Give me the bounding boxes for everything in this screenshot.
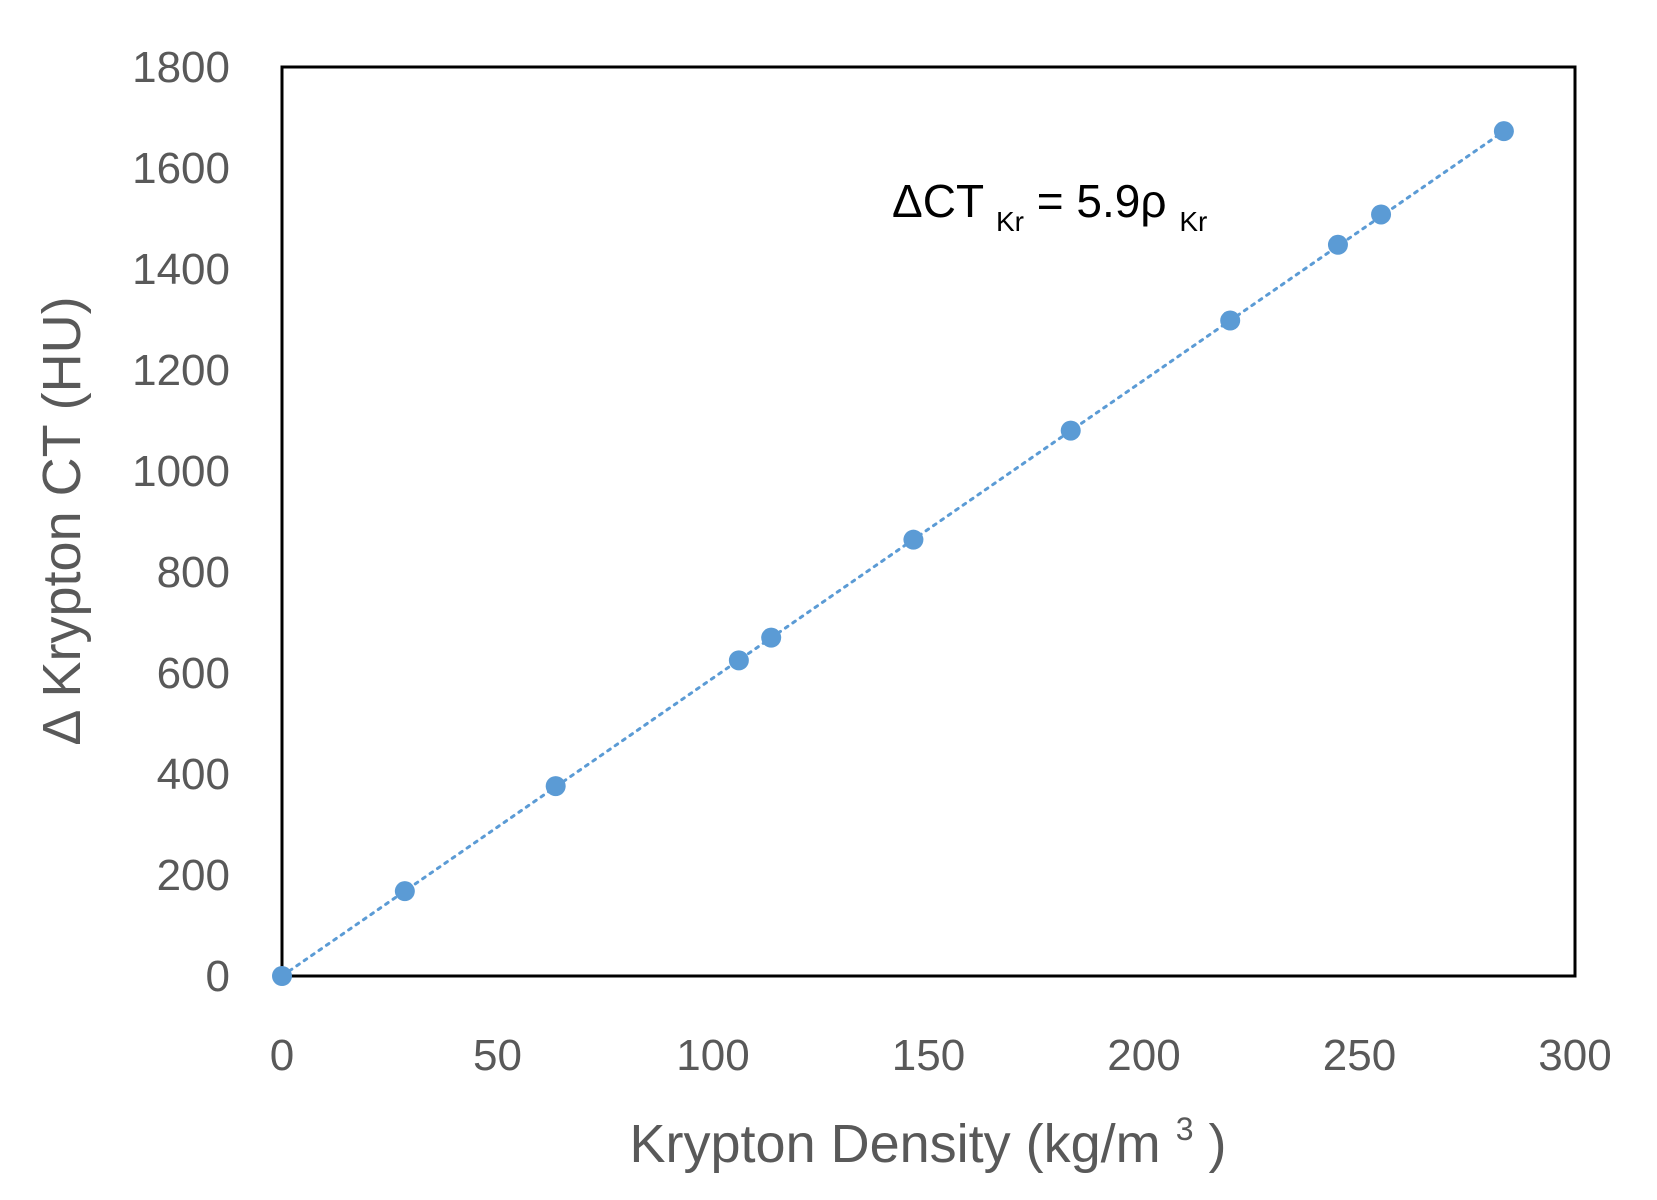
- eq-part1: ΔCT: [892, 175, 984, 227]
- y-tick-label: 1000: [132, 447, 230, 496]
- data-point: [903, 529, 924, 550]
- trendline-equation: ΔCT Kr = 5.9ρ Kr: [892, 175, 1207, 241]
- data-point: [1060, 420, 1081, 441]
- x-tick-label: 150: [892, 1031, 965, 1080]
- x-axis-title-end: ): [1209, 1114, 1227, 1174]
- data-points: [272, 121, 1514, 986]
- y-tick-label: 1400: [132, 245, 230, 294]
- x-tick-label: 0: [270, 1031, 294, 1080]
- x-axis-tick-labels: 0 50 100 150 200 250 300: [270, 1031, 1612, 1080]
- y-tick-label: 0: [206, 952, 230, 1001]
- x-tick-label: 50: [473, 1031, 522, 1080]
- x-axis-title-sup: 3: [1176, 1111, 1194, 1147]
- data-point: [1220, 310, 1241, 331]
- x-tick-label: 300: [1538, 1031, 1611, 1080]
- data-point: [761, 627, 782, 648]
- x-axis-title: Krypton Density (kg/m 3 ): [630, 1092, 1227, 1174]
- data-point: [272, 966, 292, 986]
- y-tick-label: 800: [157, 548, 230, 597]
- y-axis-title: Δ Krypton CT (HU): [32, 296, 92, 745]
- data-point: [728, 650, 749, 671]
- y-tick-label: 400: [157, 750, 230, 799]
- eq-sub2: Kr: [1179, 206, 1207, 237]
- x-tick-label: 200: [1107, 1031, 1180, 1080]
- y-tick-label: 1200: [132, 346, 230, 395]
- eq-part2: = 5.9ρ: [1037, 175, 1167, 227]
- data-point: [1371, 204, 1392, 225]
- data-point: [545, 776, 566, 797]
- y-axis-tick-labels: 0 200 400 600 800 1000 1200 1400 1600 1800: [132, 43, 230, 1001]
- data-point: [394, 881, 415, 902]
- y-tick-label: 200: [157, 851, 230, 900]
- y-tick-label: 1600: [132, 144, 230, 193]
- y-tick-label: 1800: [132, 43, 230, 92]
- data-point: [1327, 234, 1348, 255]
- x-tick-label: 100: [676, 1031, 749, 1080]
- y-tick-label: 600: [157, 649, 230, 698]
- data-point: [1493, 121, 1514, 142]
- x-tick-label: 250: [1323, 1031, 1396, 1080]
- x-axis-title-base: Krypton Density (kg/m: [630, 1114, 1161, 1174]
- eq-sub1: Kr: [996, 206, 1024, 237]
- plot-area-frame: [280, 65, 1577, 978]
